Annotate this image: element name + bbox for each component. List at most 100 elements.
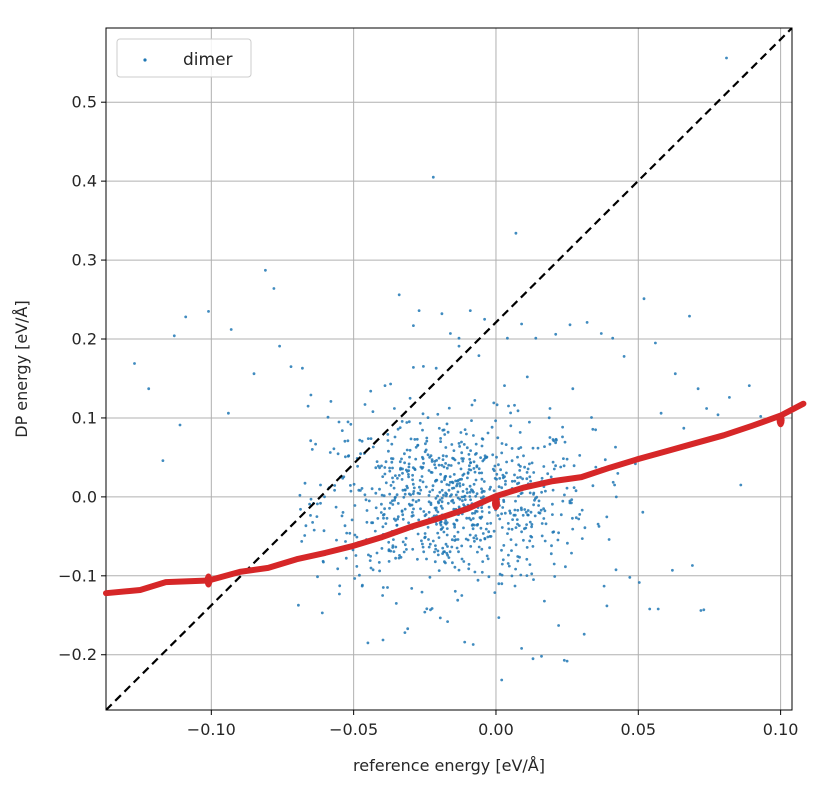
data-point bbox=[423, 532, 427, 535]
data-point bbox=[457, 336, 461, 340]
data-point bbox=[321, 559, 325, 563]
y-tick-label: 0.4 bbox=[72, 172, 97, 191]
data-point bbox=[184, 315, 188, 319]
data-point bbox=[507, 404, 510, 408]
data-point bbox=[535, 495, 539, 499]
data-point bbox=[480, 547, 484, 551]
data-point bbox=[513, 508, 517, 512]
data-point bbox=[495, 455, 498, 459]
data-point bbox=[516, 508, 520, 512]
data-point bbox=[374, 506, 378, 510]
data-point bbox=[344, 455, 347, 459]
data-point bbox=[440, 463, 444, 467]
data-point bbox=[338, 592, 341, 596]
data-point bbox=[570, 551, 573, 555]
data-point bbox=[352, 482, 356, 486]
data-point bbox=[548, 407, 552, 410]
data-point bbox=[419, 488, 423, 492]
data-point bbox=[358, 573, 361, 577]
data-point bbox=[457, 505, 461, 509]
data-point bbox=[395, 523, 399, 527]
data-point bbox=[519, 573, 523, 577]
data-point bbox=[557, 624, 560, 627]
data-point bbox=[353, 504, 357, 507]
data-point bbox=[457, 344, 461, 348]
data-point bbox=[562, 464, 566, 468]
data-point bbox=[464, 537, 468, 541]
data-point bbox=[340, 514, 344, 518]
data-point bbox=[418, 479, 422, 482]
data-point bbox=[434, 547, 438, 551]
data-point bbox=[444, 491, 447, 495]
data-point bbox=[465, 446, 469, 450]
data-point bbox=[487, 530, 491, 534]
data-point bbox=[461, 490, 465, 493]
data-point bbox=[450, 499, 453, 503]
data-point bbox=[427, 469, 431, 472]
data-point bbox=[465, 516, 469, 520]
data-point bbox=[493, 464, 497, 468]
data-point bbox=[412, 486, 416, 490]
data-point bbox=[500, 451, 504, 455]
data-point bbox=[322, 529, 326, 533]
data-point bbox=[471, 489, 474, 493]
data-point bbox=[516, 559, 520, 563]
data-point bbox=[416, 532, 420, 536]
data-point bbox=[388, 492, 392, 496]
data-point bbox=[543, 509, 547, 513]
data-point bbox=[551, 513, 554, 516]
data-point bbox=[477, 545, 481, 549]
data-point bbox=[548, 442, 552, 446]
data-point bbox=[528, 491, 532, 495]
data-point bbox=[476, 578, 480, 582]
data-point bbox=[393, 435, 397, 439]
x-tick-label: 0.10 bbox=[763, 720, 799, 739]
data-point bbox=[546, 472, 550, 476]
data-point bbox=[571, 527, 575, 531]
data-point bbox=[518, 555, 521, 559]
data-point bbox=[480, 510, 484, 513]
y-tick-label: 0.5 bbox=[72, 93, 97, 112]
data-point bbox=[503, 511, 507, 515]
data-point bbox=[421, 428, 424, 432]
data-point bbox=[383, 384, 387, 387]
data-point bbox=[207, 310, 210, 313]
data-point bbox=[696, 387, 700, 391]
data-point bbox=[506, 336, 509, 340]
data-point bbox=[502, 544, 506, 547]
data-point bbox=[554, 332, 558, 336]
data-point bbox=[428, 490, 432, 494]
data-point bbox=[437, 536, 441, 539]
data-point bbox=[345, 531, 349, 535]
data-point bbox=[502, 498, 505, 502]
data-point bbox=[556, 538, 560, 542]
data-point bbox=[389, 382, 392, 386]
data-point bbox=[470, 419, 473, 422]
data-point bbox=[368, 559, 372, 562]
data-point bbox=[460, 440, 463, 444]
data-point bbox=[458, 445, 461, 448]
data-point bbox=[506, 532, 509, 535]
data-point bbox=[488, 546, 491, 550]
data-point bbox=[468, 533, 472, 537]
data-point bbox=[346, 439, 350, 443]
data-point bbox=[349, 484, 352, 487]
data-point bbox=[457, 442, 461, 445]
data-point bbox=[525, 477, 529, 481]
data-point bbox=[289, 365, 293, 368]
data-point bbox=[364, 498, 368, 502]
data-point bbox=[391, 503, 395, 506]
data-point bbox=[431, 539, 435, 543]
data-point bbox=[386, 586, 389, 589]
data-point bbox=[529, 534, 533, 538]
data-point bbox=[549, 552, 553, 556]
data-point bbox=[544, 489, 547, 493]
data-point bbox=[597, 525, 601, 528]
data-point bbox=[369, 566, 373, 570]
data-point bbox=[396, 515, 400, 519]
data-point bbox=[377, 561, 381, 564]
data-point bbox=[495, 472, 499, 476]
data-point bbox=[377, 464, 380, 468]
data-point bbox=[572, 486, 576, 489]
data-point bbox=[394, 474, 397, 477]
